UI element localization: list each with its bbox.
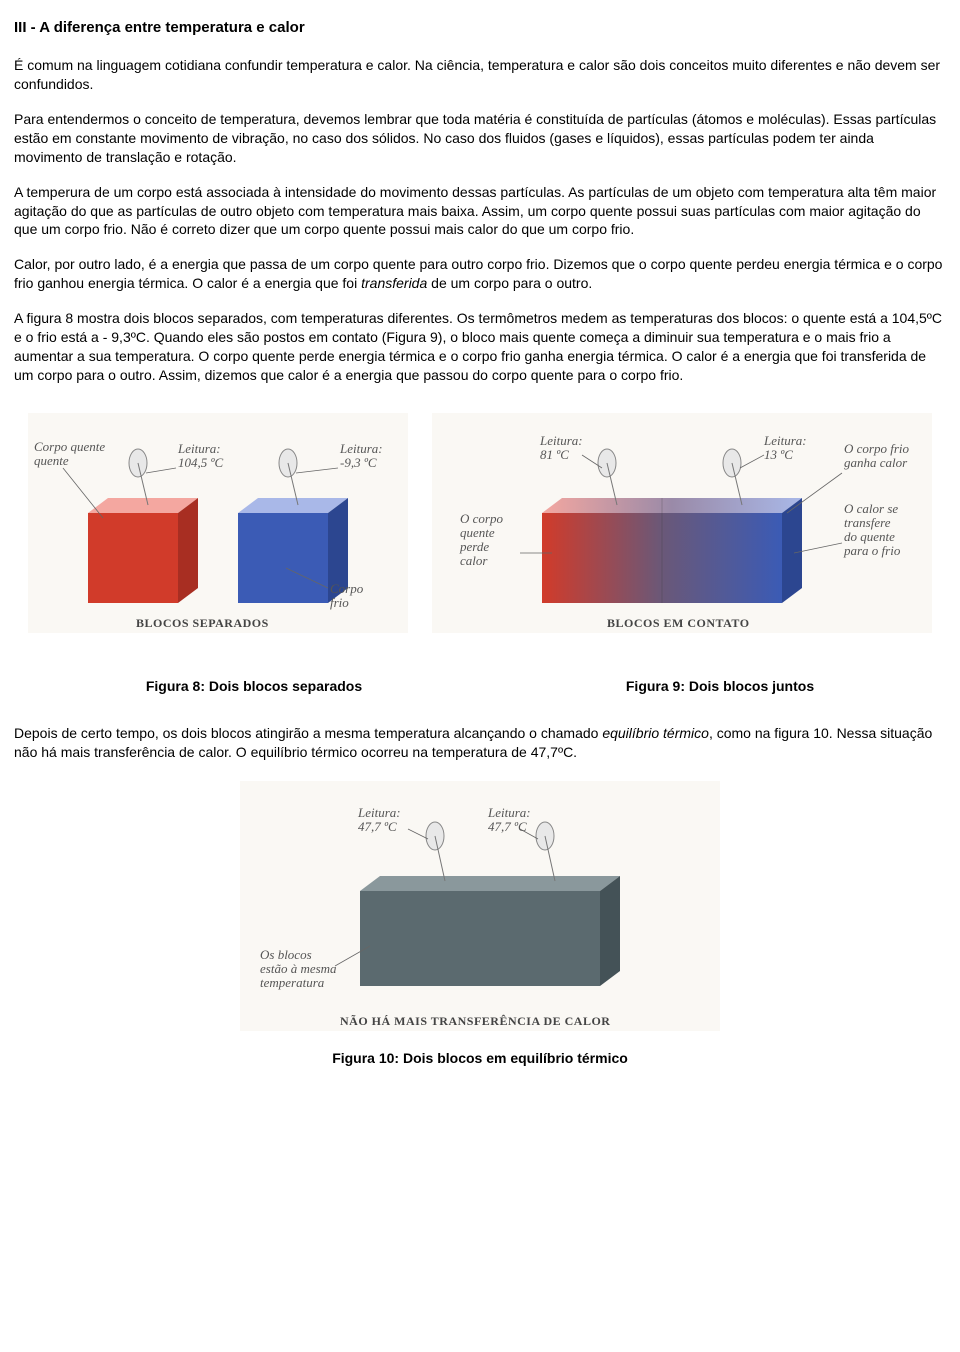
- fig8-subtitle: BLOCOS SEPARADOS: [136, 616, 269, 630]
- svg-text:frio: frio: [330, 595, 349, 610]
- figure-10-caption: Figura 10: Dois blocos em equilíbrio tér…: [14, 1049, 946, 1068]
- svg-text:81 ºC: 81 ºC: [540, 447, 569, 462]
- svg-text:13 ºC: 13 ºC: [764, 447, 793, 462]
- paragraph-2: Para entendermos o conceito de temperatu…: [14, 110, 946, 167]
- p6-b: equilíbrio térmico: [602, 725, 709, 741]
- svg-text:Os blocos: Os blocos: [260, 947, 312, 962]
- figure-9: Leitura: 81 ºC Leitura: 13 ºC O corpo qu…: [432, 413, 932, 643]
- svg-text:calor: calor: [460, 553, 488, 568]
- figure-8: Corpo quente quente Leitura: 104,5 ºC Le…: [28, 413, 408, 643]
- svg-text:quente: quente: [34, 453, 69, 468]
- svg-text:transfere: transfere: [844, 515, 891, 530]
- paragraph-6: Depois de certo tempo, os dois blocos at…: [14, 724, 946, 762]
- fig8-label-hot: Corpo quente: [34, 439, 105, 454]
- svg-text:Leitura:: Leitura:: [177, 441, 221, 456]
- svg-text:Leitura:: Leitura:: [339, 441, 383, 456]
- svg-text:Corpo: Corpo: [330, 581, 364, 596]
- paragraph-3: A temperura de um corpo está associada à…: [14, 183, 946, 240]
- p4-b: transferida: [361, 275, 427, 291]
- p4-c: de um corpo para o outro.: [427, 275, 592, 291]
- svg-text:do quente: do quente: [844, 529, 895, 544]
- svg-text:104,5 ºC: 104,5 ºC: [178, 455, 224, 470]
- svg-text:O calor se: O calor se: [844, 501, 898, 516]
- svg-text:estão à mesma: estão à mesma: [260, 961, 337, 976]
- svg-text:47,7 ºC: 47,7 ºC: [488, 819, 527, 834]
- svg-text:O corpo: O corpo: [460, 511, 503, 526]
- fig9-subtitle: BLOCOS EM CONTATO: [607, 616, 750, 630]
- svg-text:quente: quente: [460, 525, 495, 540]
- figure-10: Leitura: 47,7 ºC Leitura: 47,7 ºC Os blo…: [14, 781, 946, 1041]
- svg-text:temperatura: temperatura: [260, 975, 325, 990]
- svg-text:para o frio: para o frio: [843, 543, 901, 558]
- paragraph-5: A figura 8 mostra dois blocos separados,…: [14, 309, 946, 385]
- svg-text:perde: perde: [459, 539, 489, 554]
- svg-text:Leitura:: Leitura:: [763, 433, 807, 448]
- svg-text:-9,3 ºC: -9,3 ºC: [340, 455, 377, 470]
- figure-9-caption: Figura 9: Dois blocos juntos: [626, 677, 814, 696]
- fig10-subtitle: NÃO HÁ MAIS TRANSFERÊNCIA DE CALOR: [340, 1014, 610, 1028]
- svg-text:O corpo frio: O corpo frio: [844, 441, 910, 456]
- paragraph-4: Calor, por outro lado, é a energia que p…: [14, 255, 946, 293]
- captions-row: Figura 8: Dois blocos separados Figura 9…: [14, 653, 946, 696]
- section-title: III - A diferença entre temperatura e ca…: [14, 18, 946, 38]
- figure-8-caption: Figura 8: Dois blocos separados: [146, 677, 362, 696]
- svg-text:ganha calor: ganha calor: [844, 455, 908, 470]
- svg-text:Leitura:: Leitura:: [539, 433, 583, 448]
- svg-text:Leitura:: Leitura:: [487, 805, 531, 820]
- p6-a: Depois de certo tempo, os dois blocos at…: [14, 725, 602, 741]
- svg-text:Leitura:: Leitura:: [357, 805, 401, 820]
- figures-row: Corpo quente quente Leitura: 104,5 ºC Le…: [14, 413, 946, 643]
- paragraph-1: É comum na linguagem cotidiana confundir…: [14, 56, 946, 94]
- svg-text:47,7 ºC: 47,7 ºC: [358, 819, 397, 834]
